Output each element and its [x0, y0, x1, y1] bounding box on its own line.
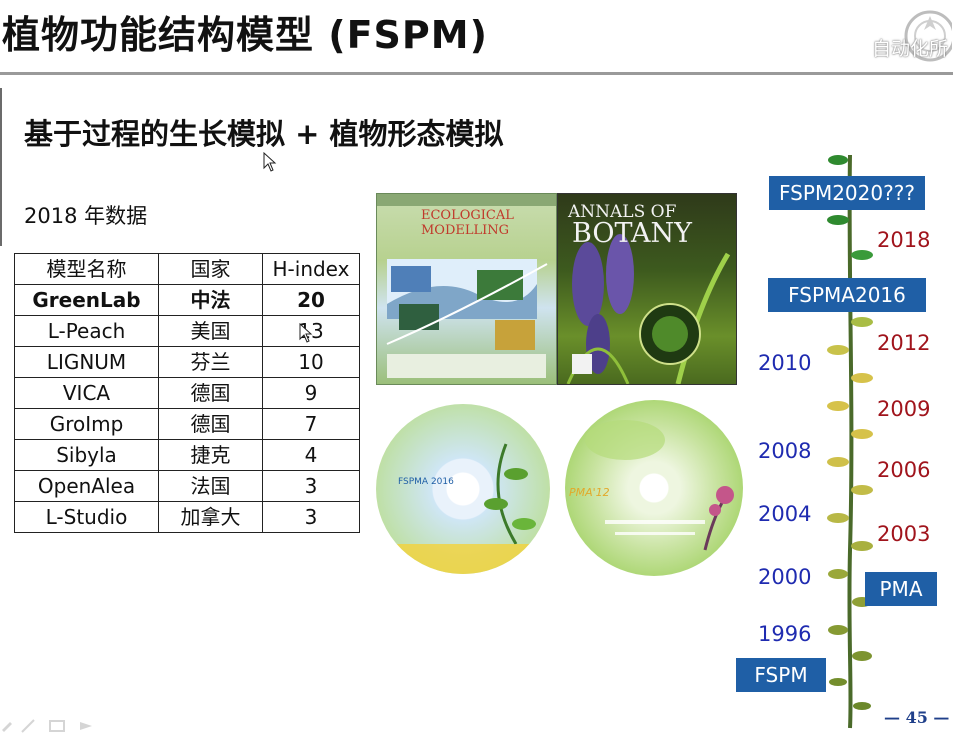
model-name-cell: Sibyla — [14, 439, 159, 471]
country-cell: 德国 — [158, 408, 263, 440]
slide-subtitle: 基于过程的生长模拟 + 植物形态模拟 — [24, 117, 504, 151]
table-caption: 2018 年数据 — [24, 204, 148, 228]
cover1-title-line2: MODELLING — [421, 223, 510, 238]
conference-disc-icon — [376, 443, 550, 574]
country-cell: 捷克 — [158, 439, 263, 471]
year-2018: 2018 — [877, 228, 931, 252]
next-icon — [80, 722, 92, 730]
header-h-index: H-index — [262, 253, 360, 285]
milestone-fspm2020: FSPM2020??? — [769, 176, 925, 210]
model-name-cell: L-Peach — [14, 315, 159, 347]
year-2003: 2003 — [877, 522, 931, 546]
milestone-fspma2016: FSPMA2016 — [768, 278, 926, 312]
logo-text: 自动化所 — [872, 38, 949, 60]
cover1-title-line1: ECOLOGICAL — [421, 208, 514, 223]
country-cell: 芬兰 — [158, 346, 263, 378]
year-2012: 2012 — [877, 331, 931, 355]
disc1-label: FSPMA 2016 — [398, 477, 454, 487]
header-country: 国家 — [158, 253, 263, 285]
country-cell: 德国 — [158, 377, 263, 409]
fspma2016-disc: FSPMA 2016 — [376, 404, 550, 574]
journal-cover-icon — [377, 194, 556, 378]
pma12-disc: PMA'12 — [565, 400, 743, 576]
year-1996: 1996 — [758, 622, 812, 646]
pen-icon — [21, 719, 35, 733]
year-2006: 2006 — [877, 458, 931, 482]
country-cell: 美国 — [158, 315, 263, 347]
left-accent-bar — [0, 88, 2, 246]
milestone-fspm: FSPM — [736, 658, 826, 692]
milestone-pma: PMA — [865, 572, 937, 606]
year-2009: 2009 — [877, 397, 931, 421]
cover2-title-line2: BOTANY — [572, 218, 692, 249]
menu-icon — [49, 720, 65, 732]
table-row: OpenAlea 法国 3 — [14, 470, 360, 502]
header-model-name: 模型名称 — [14, 253, 159, 285]
page-title: 植物功能结构模型 (FSPM) — [2, 13, 488, 57]
model-name-cell: VICA — [14, 377, 159, 409]
model-name-cell: GreenLab — [14, 284, 159, 316]
timeline-plant-stem — [827, 154, 873, 729]
mouse-cursor-icon — [263, 152, 277, 172]
journal-cover-icon — [566, 234, 731, 384]
pen-icon — [2, 722, 12, 732]
slideshow-toolbar[interactable] — [0, 716, 110, 736]
cover2-title-line1: ANNALS OF — [568, 202, 677, 222]
model-table: 模型名称 国家 H-index GreenLab 中法 20 L-Peach 美… — [14, 253, 360, 533]
year-2000: 2000 — [758, 565, 812, 589]
title-divider — [0, 72, 953, 75]
institute-logo-icon — [904, 10, 952, 62]
table-row: VICA 德国 9 — [14, 377, 360, 409]
table-row: GreenLab 中法 20 — [14, 284, 360, 316]
h-index-cell: 3 — [262, 470, 360, 502]
table-row: GroImp 德国 7 — [14, 408, 360, 440]
table-header-row: 模型名称 国家 H-index — [14, 253, 360, 285]
country-cell: 中法 — [158, 284, 263, 316]
h-index-cell: 20 — [262, 284, 360, 316]
h-index-cell: 7 — [262, 408, 360, 440]
model-name-cell: OpenAlea — [14, 470, 159, 502]
table-row: Sibyla 捷克 4 — [14, 439, 360, 471]
h-index-cell: 4 — [262, 439, 360, 471]
model-name-cell: L-Studio — [14, 501, 159, 533]
page-number: — 45 — — [884, 708, 950, 727]
model-name-cell: LIGNUM — [14, 346, 159, 378]
ecological-modelling-cover: ECOLOGICAL MODELLING — [376, 193, 557, 385]
mouse-cursor-icon — [299, 323, 313, 343]
disc2-label: PMA'12 — [569, 486, 610, 499]
year-2008: 2008 — [758, 439, 812, 463]
conference-disc-icon — [585, 420, 734, 551]
country-cell: 法国 — [158, 470, 263, 502]
annals-of-botany-cover: ANNALS OF BOTANY — [557, 193, 737, 385]
year-2004: 2004 — [758, 502, 812, 526]
country-cell: 加拿大 — [158, 501, 263, 533]
h-index-cell: 9 — [262, 377, 360, 409]
table-row: LIGNUM 芬兰 10 — [14, 346, 360, 378]
h-index-cell: 3 — [262, 501, 360, 533]
year-2010: 2010 — [758, 351, 812, 375]
table-row: L-Studio 加拿大 3 — [14, 501, 360, 533]
h-index-cell: 10 — [262, 346, 360, 378]
model-name-cell: GroImp — [14, 408, 159, 440]
